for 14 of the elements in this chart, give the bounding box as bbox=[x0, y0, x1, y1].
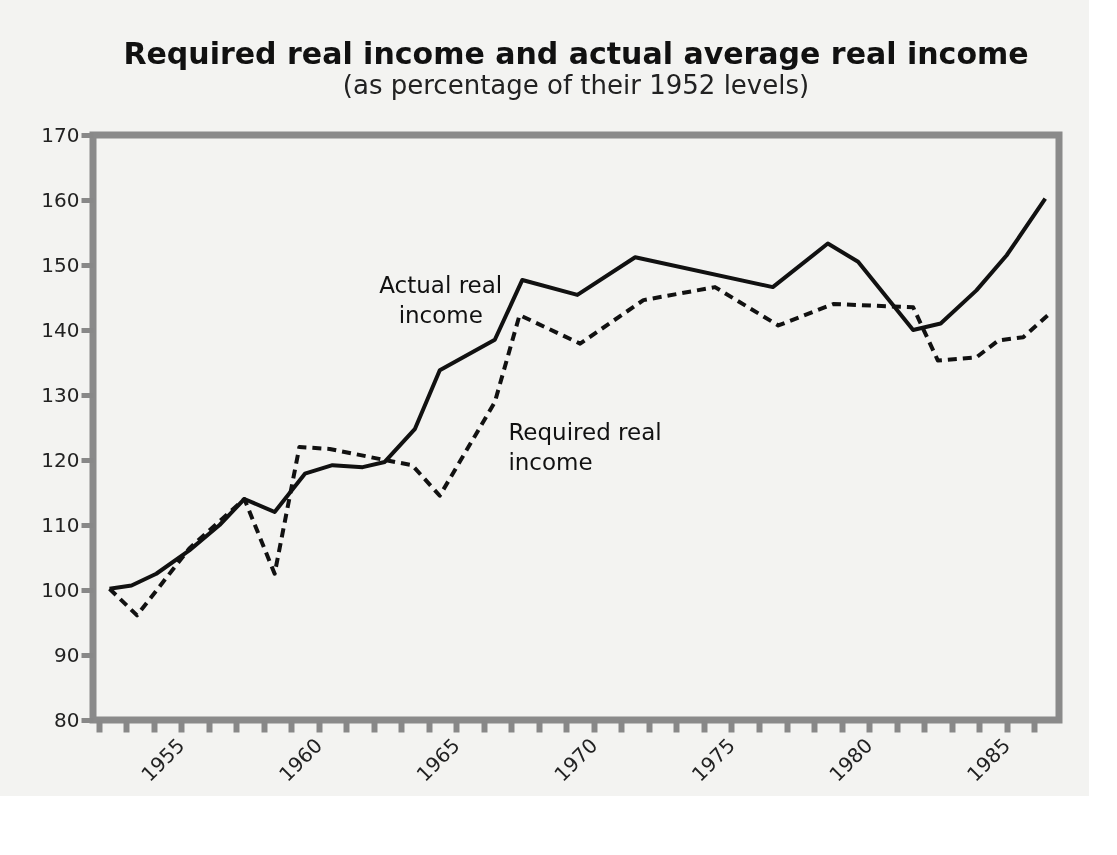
series-label: Required real income bbox=[508, 418, 662, 475]
y-tick-label: 110 bbox=[41, 512, 80, 537]
y-tick-label: 120 bbox=[41, 447, 80, 472]
y-tick-label: 80 bbox=[54, 707, 80, 732]
y-tick-label: 130 bbox=[41, 382, 80, 407]
chart-subtitle: (as percentage of their 1952 levels) bbox=[342, 70, 810, 100]
y-tick-label: 170 bbox=[41, 122, 80, 147]
y-tick-label: 140 bbox=[41, 317, 80, 342]
y-tick-label: 90 bbox=[54, 642, 80, 667]
chart-title: Required real income and actual average real income bbox=[123, 36, 1029, 71]
series-label: Actual real income bbox=[379, 272, 503, 329]
y-tick-label: 160 bbox=[41, 187, 80, 212]
y-tick-label: 150 bbox=[41, 252, 80, 277]
y-tick-label: 100 bbox=[41, 577, 80, 602]
